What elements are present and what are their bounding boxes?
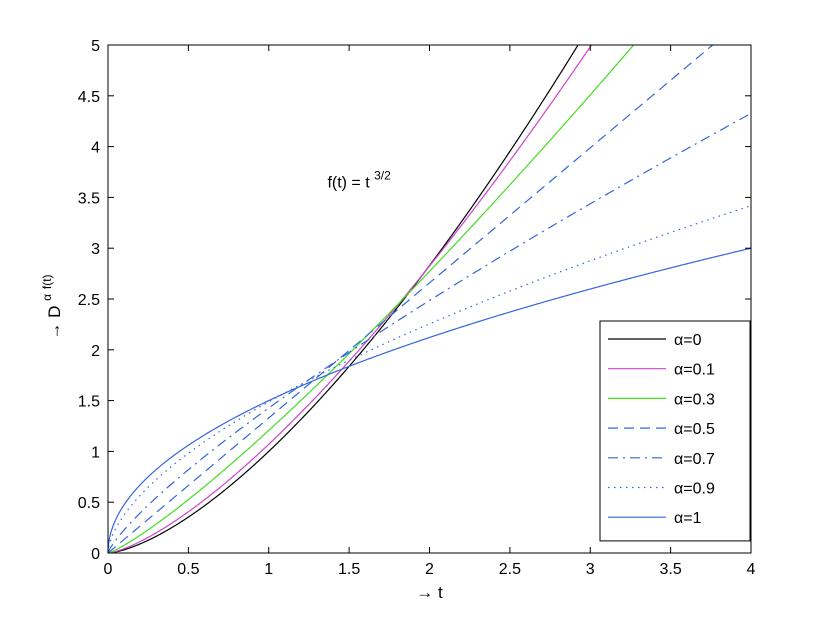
legend-label: α=0.7 [674,451,715,468]
x-tick-label: 2.5 [499,561,521,578]
y-tick-label: 2.5 [78,292,100,309]
y-tick-label: 3.5 [78,190,100,207]
series-line-3 [108,45,714,553]
x-tick-label: 0 [104,561,113,578]
y-tick-label: 0.5 [78,495,100,512]
series-line-5 [108,205,751,553]
y-tick-label: 2 [91,343,100,360]
y-tick-label: 5 [91,38,100,55]
x-tick-label: 0.5 [177,561,199,578]
series-line-1 [108,45,593,553]
y-axis-label-ft: f(t) [40,274,54,289]
x-tick-label: 1 [264,561,273,578]
y-axis-label: → D α f(t) [40,274,64,339]
series-layer [108,45,751,553]
y-axis-label-alpha: α [40,294,54,301]
formula-annotation-exponent: 3/2 [374,168,391,182]
y-tick-label: 1 [91,444,100,461]
y-axis-label-main: → D [45,306,64,340]
x-axis-label: → t [416,583,443,602]
x-tick-label: 2 [425,561,434,578]
series-line-4 [108,112,751,553]
legend-box [599,320,751,542]
formula-annotation-text: f(t) = t [327,174,370,191]
legend: α=0 α=0.1 α=0.3 α=0.5 α=0.7 α=0.9 α=1 [599,320,751,542]
legend-label: α=0.1 [674,362,715,379]
y-tick-label: 1.5 [78,394,100,411]
legend-label: α=0 [674,332,702,349]
x-tick-label: 3.5 [660,561,682,578]
x-tick-label: 3 [586,561,595,578]
legend-label: α=1 [674,510,702,527]
y-tick-label: 3 [91,241,100,258]
series-line-2 [108,45,635,553]
legend-label: α=0.3 [674,391,715,408]
x-tick-label: 4 [747,561,756,578]
series-line-0 [108,45,579,553]
x-tick-label: 1.5 [338,561,360,578]
y-tick-label: 4.5 [78,89,100,106]
ticks-layer: 0 0.5 1 1.5 2 2.5 3 3.5 4 0 0.5 1 1.5 2 2.5 3 3.5 4 4.5 5 [78,38,756,578]
series-line-6 [108,247,751,553]
y-tick-label: 4 [91,140,100,157]
legend-label: α=0.9 [674,481,715,498]
legend-label: α=0.5 [674,421,715,438]
formula-annotation: f(t) = t 3/2 [327,168,391,191]
y-tick-label: 0 [91,546,100,563]
